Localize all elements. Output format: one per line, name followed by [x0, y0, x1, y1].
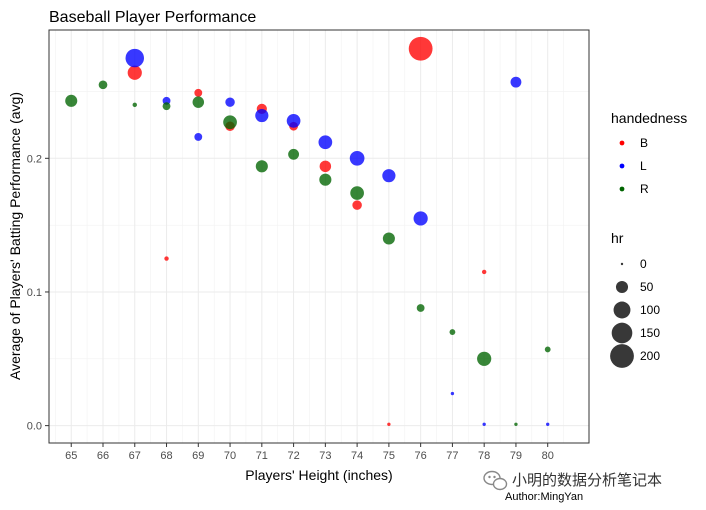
x-tick-label: 78 — [478, 450, 490, 462]
x-tick-label: 72 — [287, 450, 299, 462]
point-R — [449, 329, 456, 335]
point-R — [255, 160, 268, 173]
size-legend-key — [620, 262, 624, 266]
color-legend-title: handedness — [611, 110, 687, 126]
watermark: 小明的数据分析笔记本 Author:MingYan — [483, 470, 662, 503]
size-legend-label: 100 — [640, 303, 660, 317]
legend-label-B: B — [640, 136, 648, 150]
x-axis-title: Players' Height (inches) — [245, 467, 392, 483]
point-L — [318, 135, 333, 150]
point-R — [319, 173, 332, 186]
legend-key-R — [619, 186, 625, 192]
point-L — [225, 97, 235, 107]
size-legend-key — [611, 322, 633, 344]
x-tick-label: 80 — [542, 450, 554, 462]
x-tick-label: 65 — [65, 450, 77, 462]
point-L — [546, 422, 550, 426]
x-tick-label: 69 — [192, 450, 204, 462]
point-R — [162, 102, 171, 111]
x-tick-label: 66 — [97, 450, 109, 462]
x-tick-label: 74 — [351, 450, 363, 462]
size-legend-label: 200 — [640, 349, 660, 363]
x-tick-label: 76 — [415, 450, 427, 462]
point-B — [481, 269, 487, 275]
point-L — [194, 132, 203, 141]
point-B — [194, 88, 203, 97]
panel-background — [49, 30, 589, 443]
x-tick-label: 70 — [224, 450, 236, 462]
point-B — [319, 160, 332, 173]
legend-label-L: L — [640, 159, 647, 173]
point-R — [65, 94, 78, 107]
point-R — [416, 304, 425, 312]
watermark-text: 小明的数据分析笔记本 — [512, 472, 662, 489]
legend-key-B — [619, 140, 625, 146]
point-R — [477, 351, 492, 366]
point-R — [514, 422, 518, 426]
size-legend-key — [610, 344, 634, 368]
x-tick-label: 77 — [446, 450, 458, 462]
size-legend-key — [615, 280, 629, 294]
point-R — [223, 115, 237, 130]
point-B — [127, 65, 142, 80]
point-L — [510, 76, 522, 88]
point-R — [192, 96, 205, 108]
panel-border — [48, 29, 590, 444]
size-legend-title: hr — [611, 230, 624, 246]
point-L — [255, 108, 269, 123]
point-R — [544, 346, 551, 353]
point-L — [482, 422, 486, 426]
legend-key-L — [619, 163, 625, 169]
x-tick-label: 79 — [510, 450, 522, 462]
point-B — [164, 256, 169, 261]
point-R — [288, 148, 300, 160]
point-R — [350, 186, 364, 200]
color-legend: handedness BLR — [611, 110, 687, 196]
y-axis-title: Average of Players' Batting Performance … — [7, 92, 23, 380]
x-tick-label: 67 — [129, 450, 141, 462]
point-L — [413, 211, 428, 226]
point-B — [408, 36, 433, 61]
point-L — [125, 48, 145, 68]
x-axis: 65 66 67 68 69 70 71 72 73 74 75 76 77 78 79 80 — [65, 443, 554, 462]
legend-label-R: R — [640, 182, 649, 196]
x-tick-label: 68 — [160, 450, 172, 462]
point-L — [349, 150, 365, 166]
point-B — [352, 200, 362, 210]
author-label: Author:MingYan — [505, 491, 583, 503]
point-B — [387, 422, 391, 426]
y-tick-label: 0.1 — [27, 287, 42, 299]
point-L — [286, 114, 301, 128]
y-axis: 0.0 0.1 0.2 — [27, 153, 49, 433]
data-points — [65, 36, 551, 426]
point-L — [382, 169, 396, 183]
y-tick-label: 0.2 — [27, 153, 42, 165]
point-R — [132, 102, 137, 108]
size-legend-key — [613, 301, 631, 319]
chart-title: Baseball Player Performance — [49, 9, 256, 26]
size-legend-label: 50 — [640, 280, 654, 294]
x-tick-label: 71 — [256, 450, 268, 462]
x-tick-label: 73 — [319, 450, 331, 462]
point-R — [98, 80, 108, 90]
y-tick-label: 0.0 — [27, 421, 42, 433]
size-legend: hr 0 50 100 150 200 — [610, 230, 660, 368]
wechat-icon — [483, 470, 508, 491]
point-L — [450, 391, 455, 396]
grid — [49, 30, 589, 443]
size-legend-label: 150 — [640, 326, 660, 340]
point-R — [382, 232, 395, 245]
x-tick-label: 75 — [383, 450, 395, 462]
size-legend-label: 0 — [640, 257, 647, 271]
